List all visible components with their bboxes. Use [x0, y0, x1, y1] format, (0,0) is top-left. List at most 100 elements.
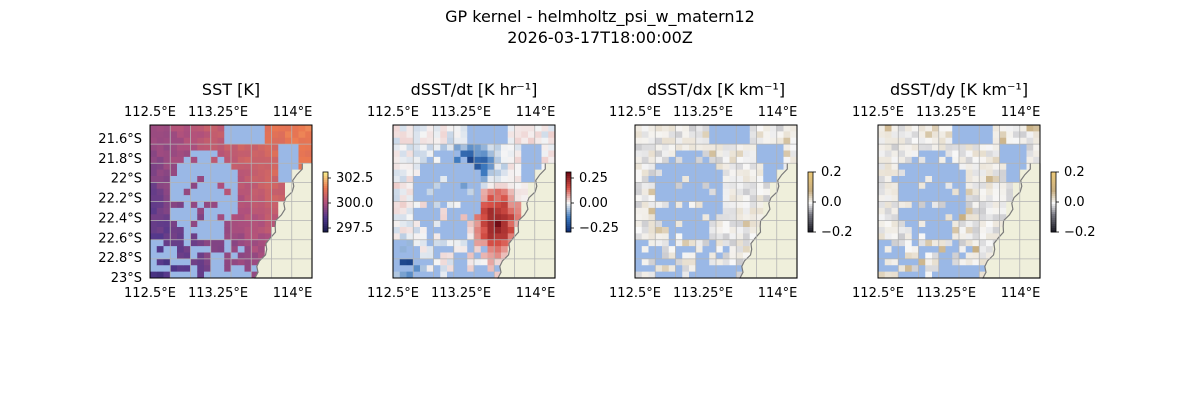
heatmap-cell [999, 182, 1007, 190]
heatmap-cell [210, 156, 218, 164]
heatmap-cell [716, 169, 724, 177]
heatmap-cell [183, 207, 191, 215]
heatmap-cell [891, 182, 899, 190]
heatmap-cell [150, 176, 158, 183]
heatmap-cell [716, 182, 724, 190]
heatmap-cell [177, 233, 185, 241]
heatmap-cell [992, 163, 1000, 171]
heatmap-cell [709, 125, 717, 132]
heatmap-cell [965, 207, 973, 215]
heatmap-cell [945, 201, 953, 209]
heatmap-cell [655, 207, 663, 215]
heatmap-cell [433, 195, 441, 202]
heatmap-cell [682, 182, 690, 190]
heatmap-cell [729, 233, 737, 241]
heatmap-cell [790, 144, 798, 151]
heatmap-cell [736, 233, 744, 241]
heatmap-cell [197, 150, 205, 158]
heatmap-cell [675, 156, 683, 164]
panel-2: dSST/dt [K hr⁻¹]112.5°E112.5°E113.25°E11… [367, 80, 619, 301]
heatmap-cell [534, 137, 542, 145]
heatmap-cell [487, 227, 495, 234]
heatmap-cell [702, 144, 710, 151]
heatmap-cell [695, 188, 703, 196]
heatmap-cell [170, 258, 178, 266]
heatmap-cell [945, 131, 953, 139]
heatmap-cell [884, 125, 892, 132]
heatmap-cell [722, 156, 730, 164]
heatmap-cell [501, 176, 509, 183]
heatmap-cell [972, 150, 980, 158]
x-tick-label-top: 113.25°E [188, 105, 248, 120]
heatmap-cell [945, 214, 953, 222]
heatmap-cell [156, 188, 164, 196]
heatmap-cell [986, 156, 994, 164]
colorbar-segment [566, 224, 571, 227]
colorbar-segment [323, 206, 328, 209]
colorbar-segment [323, 222, 328, 225]
heatmap-cell [668, 265, 676, 273]
colorbar-segment [566, 198, 571, 201]
heatmap-cell [440, 144, 448, 151]
heatmap-cell [898, 144, 906, 151]
heatmap-cell [258, 144, 266, 151]
heatmap-cell [399, 239, 407, 247]
heatmap-cell [648, 176, 656, 183]
heatmap-cell [702, 131, 710, 139]
heatmap-cell [898, 271, 906, 279]
heatmap-cell [494, 182, 502, 190]
figure-title: GP kernel - helmholtz_psi_w_matern12 [445, 7, 755, 27]
heatmap-cell [986, 227, 994, 234]
heatmap-cell [682, 258, 690, 266]
heatmap-cell [190, 220, 198, 228]
heatmap-cell [979, 163, 987, 171]
heatmap-cell [237, 201, 245, 209]
heatmap-cell [453, 125, 461, 132]
heatmap-cell [675, 150, 683, 158]
heatmap-cell [399, 265, 407, 273]
heatmap-cell [406, 125, 414, 132]
heatmap-cell [278, 137, 286, 145]
heatmap-cell [426, 271, 434, 279]
heatmap-cell [675, 195, 683, 202]
colorbar-segment [1051, 172, 1056, 175]
colorbar-tick-label: 0.2 [821, 165, 842, 180]
heatmap-cell [426, 176, 434, 183]
heatmap-cell [399, 246, 407, 253]
heatmap-cell [406, 163, 414, 171]
heatmap-cell [716, 214, 724, 222]
heatmap-cell [938, 131, 946, 139]
heatmap-cell [959, 137, 967, 145]
heatmap-cell [150, 233, 158, 241]
heatmap-cell [393, 252, 401, 260]
heatmap-cell [648, 214, 656, 222]
heatmap-cell [204, 227, 212, 234]
x-tick-label-bottom: 112.5°E [124, 286, 176, 301]
heatmap-cell [702, 265, 710, 273]
heatmap-cell [668, 252, 676, 260]
heatmap-cell [911, 150, 919, 158]
colorbar-segment [323, 214, 328, 217]
heatmap-cell [494, 188, 502, 196]
heatmap-cell [467, 258, 475, 266]
x-tick-label-bottom: 114°E [273, 286, 313, 301]
heatmap-cell [965, 214, 973, 222]
heatmap-cell [163, 271, 171, 279]
heatmap-cell [217, 258, 225, 266]
colorbar-segment [566, 184, 571, 187]
heatmap-cell [487, 201, 495, 209]
heatmap-cell [224, 150, 232, 158]
heatmap-cell [932, 188, 940, 196]
heatmap-cell [898, 227, 906, 234]
colorbar-segment [323, 210, 328, 213]
heatmap-cell [244, 265, 252, 273]
heatmap-cell [447, 188, 455, 196]
heatmap-cell [709, 176, 717, 183]
heatmap-cell [258, 176, 266, 183]
heatmap-cell [662, 144, 670, 151]
heatmap-cell [413, 176, 421, 183]
heatmap-cell [884, 265, 892, 273]
heatmap-cell [264, 188, 272, 196]
heatmap-cell [534, 156, 542, 164]
heatmap-cell [406, 246, 414, 253]
